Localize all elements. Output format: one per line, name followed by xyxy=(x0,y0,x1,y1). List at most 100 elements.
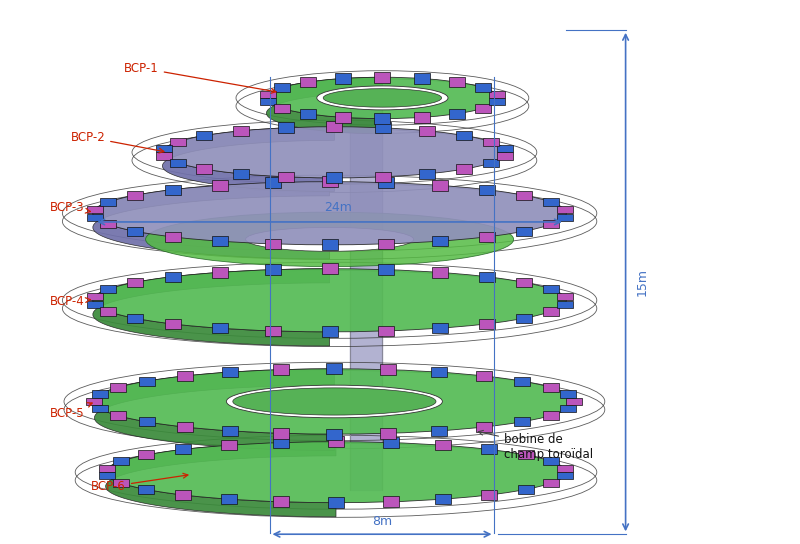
FancyBboxPatch shape xyxy=(476,422,492,432)
FancyBboxPatch shape xyxy=(265,238,281,249)
FancyBboxPatch shape xyxy=(543,479,559,487)
FancyBboxPatch shape xyxy=(110,383,126,392)
FancyBboxPatch shape xyxy=(170,138,186,146)
FancyBboxPatch shape xyxy=(156,152,172,159)
FancyBboxPatch shape xyxy=(518,450,534,459)
FancyBboxPatch shape xyxy=(265,177,281,188)
FancyBboxPatch shape xyxy=(326,172,342,183)
FancyBboxPatch shape xyxy=(138,450,154,459)
Ellipse shape xyxy=(233,388,436,415)
FancyBboxPatch shape xyxy=(475,83,491,92)
Text: 15m: 15m xyxy=(635,268,648,296)
Text: 24m: 24m xyxy=(324,201,351,214)
FancyBboxPatch shape xyxy=(273,437,289,448)
FancyBboxPatch shape xyxy=(543,198,559,206)
FancyBboxPatch shape xyxy=(113,479,129,487)
FancyBboxPatch shape xyxy=(326,363,342,374)
Ellipse shape xyxy=(94,369,574,434)
FancyBboxPatch shape xyxy=(265,325,281,336)
FancyBboxPatch shape xyxy=(414,73,430,84)
Ellipse shape xyxy=(317,86,448,110)
FancyBboxPatch shape xyxy=(222,425,238,436)
FancyBboxPatch shape xyxy=(138,376,154,386)
FancyBboxPatch shape xyxy=(517,227,533,236)
FancyBboxPatch shape xyxy=(211,180,227,190)
FancyBboxPatch shape xyxy=(489,98,505,105)
FancyBboxPatch shape xyxy=(99,465,115,472)
FancyBboxPatch shape xyxy=(557,293,573,300)
FancyBboxPatch shape xyxy=(449,109,465,119)
FancyBboxPatch shape xyxy=(432,180,448,190)
FancyBboxPatch shape xyxy=(278,171,294,182)
FancyBboxPatch shape xyxy=(110,411,126,420)
Polygon shape xyxy=(93,182,330,259)
FancyBboxPatch shape xyxy=(514,376,530,386)
FancyBboxPatch shape xyxy=(517,191,533,200)
FancyBboxPatch shape xyxy=(126,314,142,323)
FancyBboxPatch shape xyxy=(383,437,399,448)
FancyBboxPatch shape xyxy=(177,422,193,432)
FancyBboxPatch shape xyxy=(211,267,227,277)
Ellipse shape xyxy=(93,182,566,245)
Polygon shape xyxy=(94,369,334,450)
FancyBboxPatch shape xyxy=(211,236,227,246)
FancyBboxPatch shape xyxy=(432,323,448,333)
FancyBboxPatch shape xyxy=(430,425,446,436)
FancyBboxPatch shape xyxy=(378,325,394,336)
FancyBboxPatch shape xyxy=(514,417,530,426)
FancyBboxPatch shape xyxy=(557,206,573,213)
FancyBboxPatch shape xyxy=(165,272,181,282)
Text: BCP-1: BCP-1 xyxy=(124,61,276,93)
FancyBboxPatch shape xyxy=(211,323,227,333)
FancyBboxPatch shape xyxy=(374,72,390,83)
FancyBboxPatch shape xyxy=(481,490,497,500)
FancyBboxPatch shape xyxy=(378,177,394,188)
FancyBboxPatch shape xyxy=(328,497,344,508)
FancyBboxPatch shape xyxy=(378,238,394,249)
FancyBboxPatch shape xyxy=(557,472,573,479)
FancyBboxPatch shape xyxy=(560,391,576,398)
FancyBboxPatch shape xyxy=(99,472,115,479)
FancyBboxPatch shape xyxy=(300,109,316,119)
FancyBboxPatch shape xyxy=(432,267,448,277)
FancyBboxPatch shape xyxy=(326,121,342,132)
Ellipse shape xyxy=(93,269,566,332)
FancyBboxPatch shape xyxy=(517,278,533,287)
FancyBboxPatch shape xyxy=(273,428,289,438)
FancyBboxPatch shape xyxy=(156,145,172,152)
Polygon shape xyxy=(106,442,336,517)
FancyBboxPatch shape xyxy=(483,159,499,167)
Ellipse shape xyxy=(323,89,442,107)
FancyBboxPatch shape xyxy=(274,104,290,113)
FancyBboxPatch shape xyxy=(86,398,102,405)
FancyBboxPatch shape xyxy=(165,185,181,195)
FancyBboxPatch shape xyxy=(138,485,154,494)
FancyBboxPatch shape xyxy=(86,293,102,300)
FancyBboxPatch shape xyxy=(273,364,289,375)
FancyBboxPatch shape xyxy=(542,383,558,392)
Ellipse shape xyxy=(246,227,414,251)
FancyBboxPatch shape xyxy=(165,232,181,242)
FancyBboxPatch shape xyxy=(543,220,559,228)
FancyBboxPatch shape xyxy=(557,214,573,220)
FancyBboxPatch shape xyxy=(419,169,435,179)
FancyBboxPatch shape xyxy=(497,145,513,152)
FancyBboxPatch shape xyxy=(456,131,472,140)
FancyBboxPatch shape xyxy=(543,285,559,293)
FancyBboxPatch shape xyxy=(234,169,250,179)
FancyBboxPatch shape xyxy=(177,371,193,381)
FancyBboxPatch shape xyxy=(542,411,558,420)
FancyBboxPatch shape xyxy=(375,171,391,182)
Polygon shape xyxy=(93,269,330,346)
FancyBboxPatch shape xyxy=(430,367,446,378)
FancyBboxPatch shape xyxy=(375,122,391,133)
FancyBboxPatch shape xyxy=(475,104,491,113)
FancyBboxPatch shape xyxy=(165,319,181,329)
FancyBboxPatch shape xyxy=(222,367,238,378)
FancyBboxPatch shape xyxy=(456,164,472,174)
FancyBboxPatch shape xyxy=(374,113,390,124)
Text: BCP-6: BCP-6 xyxy=(91,473,188,493)
Text: 8m: 8m xyxy=(372,515,392,528)
FancyBboxPatch shape xyxy=(86,206,102,213)
Ellipse shape xyxy=(266,77,498,119)
